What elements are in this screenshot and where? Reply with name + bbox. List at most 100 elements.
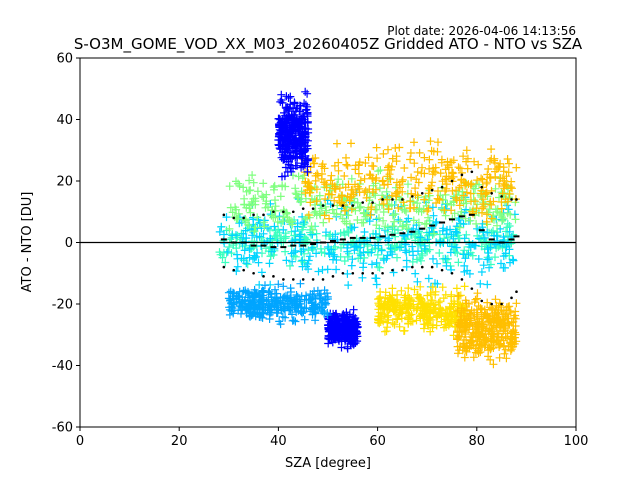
scatter-point [409,251,418,260]
scatter-point [433,259,441,268]
scatter-point [341,337,350,346]
scatter-point [491,205,500,214]
scatter-point [335,193,343,202]
scatter-point [420,195,429,204]
upper-bound-marker [381,198,384,201]
scatter-point [483,298,492,307]
scatter-point [429,147,438,156]
scatter-point [342,308,351,317]
scatter-point [349,340,358,349]
scatter-point [301,234,310,243]
scatter-point [345,196,354,205]
lower-bound-marker [252,271,255,275]
scatter-point [406,149,415,157]
scatter-point [467,179,476,188]
scatter-point [497,259,505,268]
scatter-point [420,169,429,178]
scatter-point [424,274,433,283]
lower-bound-marker [401,268,404,272]
scatter-point [441,254,450,263]
scatter-point [240,246,249,255]
scatter-point [347,205,356,214]
scatter-point [304,168,313,177]
scatter-point [483,280,492,289]
scatter-point [479,261,488,270]
scatter-point [304,211,313,219]
lower-bound-marker [440,268,444,272]
scatter-point [303,102,312,111]
scatter-point [291,246,300,255]
scatter-point [489,211,498,220]
scatter-point [340,257,349,265]
scatter-point [505,245,514,254]
scatter-point [291,153,300,162]
chart-title: S-O3M_GOME_VOD_XX_M03_20260405Z Gridded … [74,35,583,54]
scatter-point [337,343,346,352]
y-tick-label: 0 [65,236,73,251]
scatter-point [301,160,310,169]
scatter-point [489,344,498,352]
scatter-point [464,299,473,308]
scatter-point [253,248,262,257]
scatter-point [383,180,392,189]
scatter-point [454,258,463,267]
scatter-point [241,288,250,297]
scatter-point [427,181,436,190]
x-tick-label: 0 [76,434,84,449]
scatter-point [250,285,259,294]
lower-bound-marker [341,271,345,275]
scatter-point [232,177,240,186]
scatter-point [322,228,330,237]
upper-bound-marker [262,213,265,217]
scatter-point [454,349,462,358]
scatter-point [348,339,357,348]
scatter-point [296,296,304,304]
scatter-point [495,336,504,345]
scatter-point [395,308,404,317]
scatter-point [507,177,516,186]
scatter-point [251,197,260,206]
scatter-point [294,125,303,134]
scatter-point [486,174,495,183]
scatter-point [273,218,282,226]
scatter-point [381,222,390,231]
scatter-point [421,246,430,255]
scatter-point [463,154,472,163]
scatter-point [509,326,518,335]
scatter-point [508,184,516,193]
scatter-point [312,211,321,220]
scatter-point [232,291,241,300]
scatter-point [447,230,456,239]
scatter-point [483,178,492,187]
lower-bound-marker [301,278,305,281]
scatter-point [376,287,385,296]
y-tick-label: 40 [56,113,73,128]
scatter-point [270,181,279,190]
lower-bound-marker [515,290,518,294]
scatter-point [281,103,290,112]
scatter-point [275,212,284,221]
scatter-point [477,268,486,276]
scatter-point [367,248,376,257]
scatter-point [274,280,283,289]
scatter-point [347,192,356,201]
scatter-point [301,125,310,134]
scatter-point [395,243,404,252]
scatter-point [347,186,356,194]
scatter-point [371,229,380,238]
upper-bound-marker [232,216,236,220]
scatter-point [444,316,452,325]
scatter-point [365,170,374,179]
scatter-point [398,187,407,196]
scatter-point [493,316,502,325]
scatter-point [278,217,287,226]
scatter-point [442,180,451,189]
scatter-point [460,267,469,276]
scatter-point [355,249,364,258]
scatter-point [413,277,422,286]
scatter-point [272,305,281,314]
scatter-point [293,219,302,228]
scatter-point [460,234,469,243]
scatter-point [306,295,315,304]
scatter-point [491,338,499,347]
